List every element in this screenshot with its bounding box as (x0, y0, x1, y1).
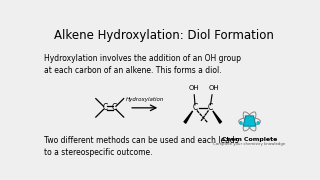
Text: Two different methods can be used and each leads
to a stereospecific outcome.: Two different methods can be used and ea… (44, 136, 239, 157)
Circle shape (240, 122, 242, 124)
Circle shape (247, 119, 252, 124)
Text: Hydroxylation involves the addition of an OH group
at each carbon of an alkene. : Hydroxylation involves the addition of a… (44, 54, 241, 75)
Text: Hydroxylation: Hydroxylation (125, 97, 164, 102)
Text: C: C (208, 103, 213, 112)
Text: OH: OH (188, 85, 199, 91)
Text: Complete your chemistry knowledge: Complete your chemistry knowledge (213, 142, 286, 146)
Polygon shape (243, 116, 256, 126)
Polygon shape (184, 111, 193, 123)
Text: OH: OH (208, 85, 219, 91)
Polygon shape (213, 111, 221, 123)
Circle shape (248, 117, 251, 120)
Text: C: C (192, 103, 198, 112)
Text: Alkene Hydroxylation: Diol Formation: Alkene Hydroxylation: Diol Formation (54, 29, 274, 42)
Circle shape (257, 122, 260, 124)
Text: C: C (102, 103, 108, 112)
Text: C: C (112, 103, 117, 112)
Text: Chem Complete: Chem Complete (222, 137, 277, 142)
